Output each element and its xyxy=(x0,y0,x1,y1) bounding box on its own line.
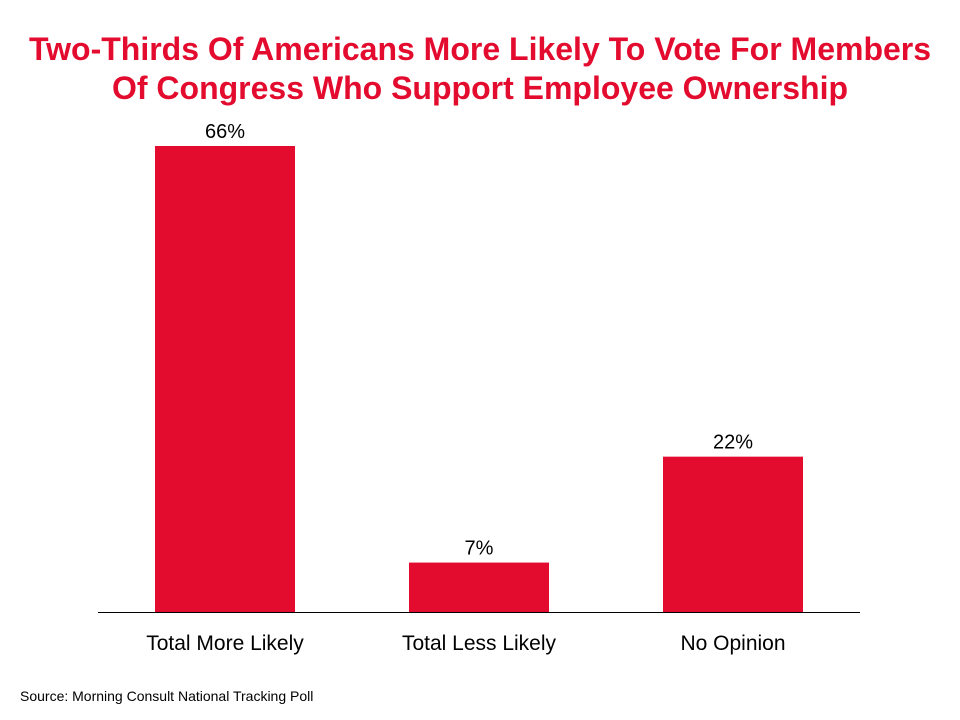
chart-title-line-2: Of Congress Who Support Employee Ownersh… xyxy=(111,70,849,106)
data-label-total-less-likely: 7% xyxy=(465,538,494,560)
chart-title: Two-Thirds Of Americans More Likely To V… xyxy=(0,30,960,108)
category-label-total-less-likely: Total Less Likely xyxy=(402,632,557,655)
data-label-total-more-likely: 66% xyxy=(205,121,245,143)
bar-total-less-likely xyxy=(409,562,549,612)
category-label-no-opinion: No Opinion xyxy=(680,632,785,655)
data-label-no-opinion: 22% xyxy=(713,432,753,454)
category-label-total-more-likely: Total More Likely xyxy=(146,632,304,655)
source-note: Source: Morning Consult National Trackin… xyxy=(20,688,314,704)
bar-no-opinion xyxy=(663,456,803,612)
chart-title-line-1: Two-Thirds Of Americans More Likely To V… xyxy=(28,31,932,67)
bar-total-more-likely xyxy=(155,146,295,612)
